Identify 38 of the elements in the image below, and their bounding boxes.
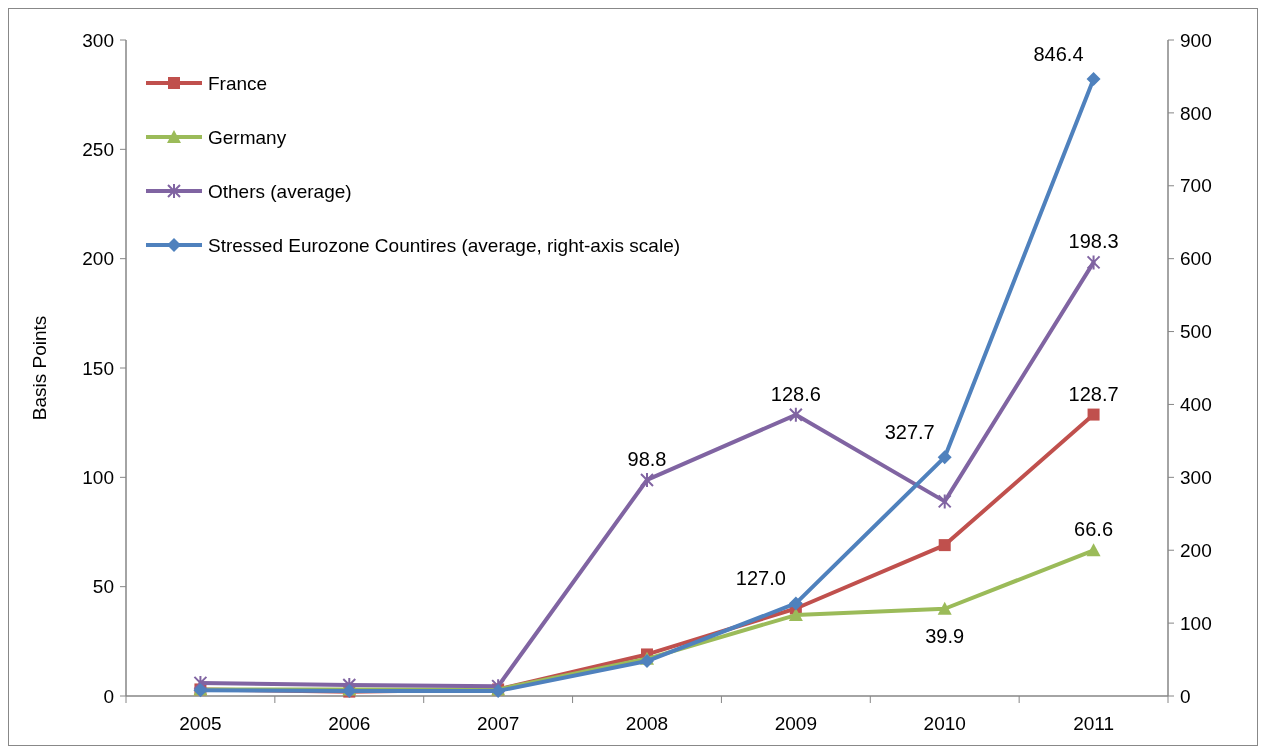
y-tick-label: 300 (82, 29, 114, 51)
data-label: 39.9 (925, 624, 965, 647)
y2-tick-label: 600 (1180, 248, 1212, 270)
y-tick-label: 150 (82, 357, 114, 379)
x-tick-label: 2006 (328, 713, 371, 734)
data-label: 128.7 (1068, 382, 1119, 405)
legend-label: Stressed Eurozone Countires (average, right-axis scale) (208, 234, 681, 256)
x-tick-label: 2009 (774, 713, 817, 734)
y-tick-label: 250 (82, 138, 114, 160)
legend-label: Germany (208, 126, 287, 148)
y2-tick-label: 900 (1180, 29, 1212, 51)
y-axis-title: Basis Points (29, 315, 50, 421)
y-tick-label: 0 (103, 685, 114, 707)
data-label: 327.7 (884, 421, 935, 444)
data-label: 66.6 (1074, 518, 1114, 541)
y-tick-label: 100 (82, 466, 114, 488)
x-tick-label: 2010 (923, 713, 966, 734)
legend-label: France (208, 72, 268, 94)
data-label: 127.0 (735, 567, 786, 590)
x-tick-label: 2005 (179, 713, 222, 734)
data-label: 98.8 (627, 447, 667, 470)
y2-tick-label: 500 (1180, 321, 1212, 343)
y2-tick-label: 700 (1180, 175, 1212, 197)
x-tick-label: 2008 (625, 713, 669, 734)
y-tick-label: 50 (92, 576, 114, 598)
y2-tick-label: 400 (1180, 394, 1212, 416)
y2-tick-label: 0 (1180, 685, 1191, 707)
x-tick-label: 2011 (1073, 713, 1114, 734)
x-tick-label: 2007 (477, 713, 520, 734)
data-label: 846.4 (1033, 43, 1084, 66)
y2-tick-label: 200 (1180, 539, 1212, 561)
legend-label: Others (average) (208, 180, 352, 202)
data-label: 128.6 (770, 382, 821, 405)
y2-tick-label: 100 (1180, 612, 1212, 634)
y2-tick-label: 800 (1180, 102, 1212, 124)
y2-tick-label: 300 (1180, 466, 1212, 488)
y-tick-label: 200 (82, 248, 114, 270)
data-label: 198.3 (1068, 230, 1119, 253)
